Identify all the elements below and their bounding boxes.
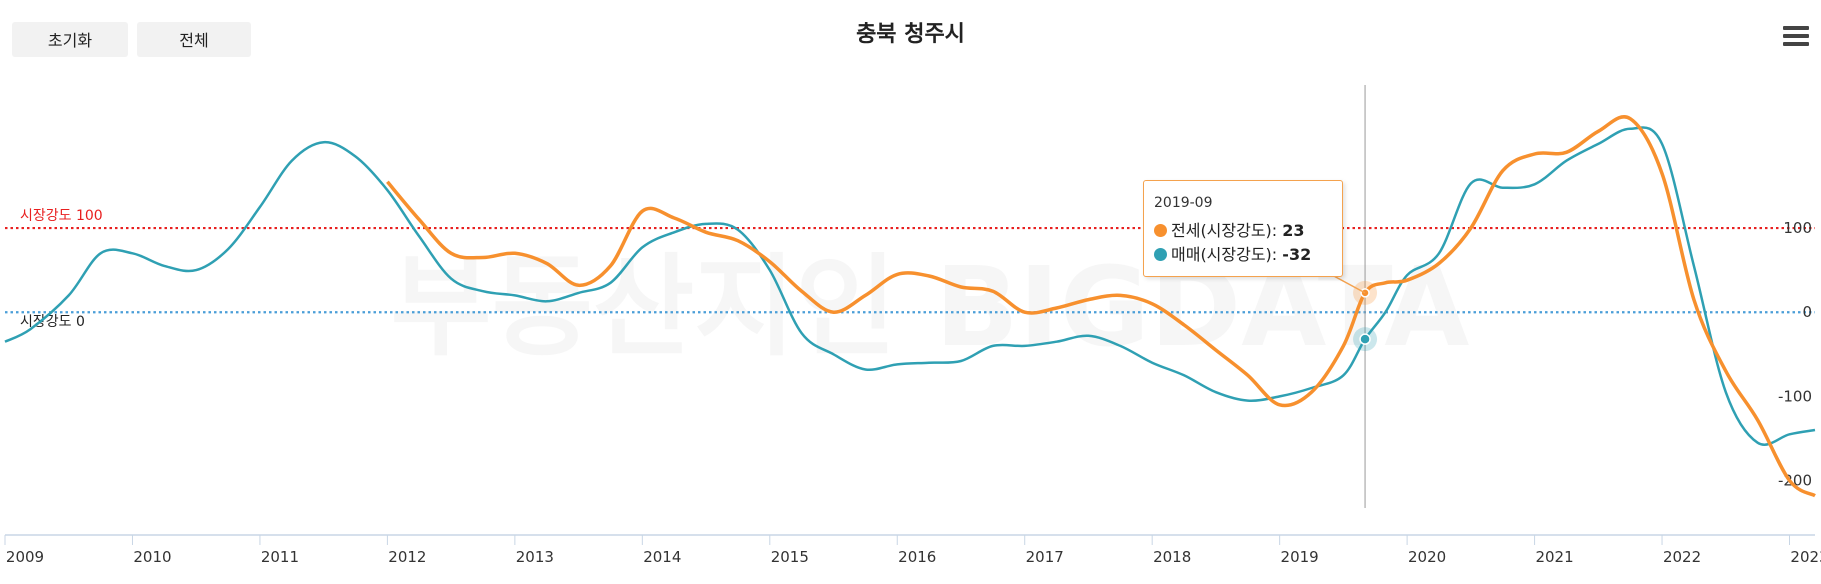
x-tick-label: 2010 <box>133 548 171 566</box>
series-line-maemae <box>4 126 1816 446</box>
tooltip-jeonse-label: 전세(시장강도): <box>1171 221 1278 240</box>
tooltip-maemae-value: -32 <box>1282 245 1312 264</box>
y-tick-label: 100 <box>1783 219 1812 237</box>
hamburger-icon[interactable] <box>1783 26 1809 52</box>
x-tick-label: 2017 <box>1026 548 1064 566</box>
x-tick-label: 2014 <box>643 548 681 566</box>
jeonse-legend-dot <box>1154 224 1167 237</box>
x-tick-label: 2020 <box>1408 548 1446 566</box>
tooltip-row-maemae: 매매(시장강도): -32 <box>1154 241 1311 265</box>
x-tick-label: 2015 <box>771 548 809 566</box>
chart-title: 충북 청주시 <box>856 22 965 47</box>
tooltip-date: 2019-09 <box>1154 195 1213 211</box>
reference-line-label-100: 시장강도 100 <box>20 208 103 224</box>
show-all-button[interactable]: 전체 <box>137 22 251 57</box>
x-tick-label: 2023 <box>1790 548 1821 566</box>
x-tick-label: 2013 <box>516 548 554 566</box>
y-tick-label: 0 <box>1802 303 1812 321</box>
tooltip-maemae-label: 매매(시장강도): <box>1171 245 1278 264</box>
tooltip-row-jeonse: 전세(시장강도): 23 <box>1154 217 1305 241</box>
tooltip-jeonse-value: 23 <box>1282 221 1305 240</box>
x-tick-label: 2011 <box>261 548 299 566</box>
maemae-hover-point <box>1359 333 1371 345</box>
tooltip: 2019-09 전세(시장강도): 23 매매(시장강도): -32 <box>1143 180 1343 277</box>
x-tick-label: 2009 <box>6 548 44 566</box>
x-tick-label: 2016 <box>898 548 936 566</box>
series-line-jeonse <box>386 115 1816 498</box>
reference-line-label-0: 시장강도 0 <box>20 314 85 330</box>
x-tick-label: 2019 <box>1281 548 1319 566</box>
x-tick-label: 2021 <box>1535 548 1573 566</box>
maemae-legend-dot <box>1154 248 1167 261</box>
x-tick-label: 2018 <box>1153 548 1191 566</box>
y-tick-label: -100 <box>1778 387 1812 405</box>
x-tick-label: 2012 <box>388 548 426 566</box>
x-tick-label: 2022 <box>1663 548 1701 566</box>
tooltip-pointer <box>1331 274 1366 294</box>
reset-button[interactable]: 초기화 <box>12 22 128 57</box>
